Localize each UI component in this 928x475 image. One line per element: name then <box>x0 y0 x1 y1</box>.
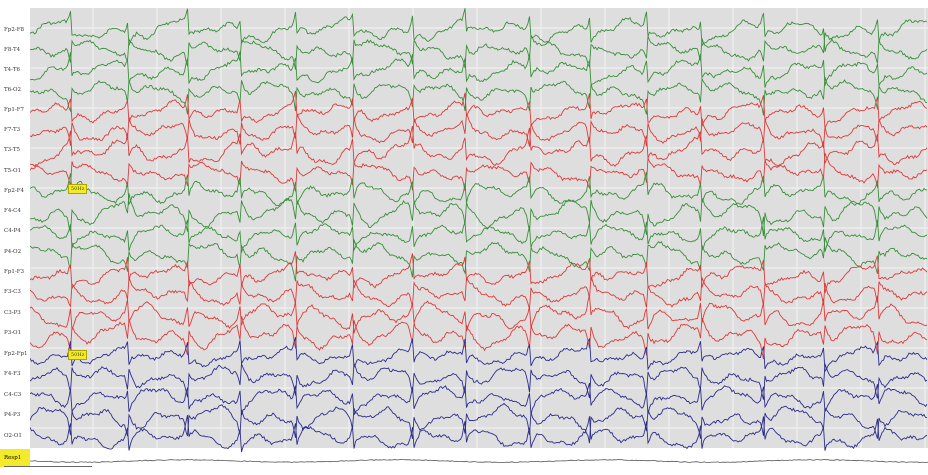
channel-label-f8-t4[interactable]: F8-T4 <box>4 47 21 53</box>
trace-t3-t5 <box>30 125 928 168</box>
channel-label-fp2-f8[interactable]: Fp2-F8 <box>4 27 25 33</box>
trace-p4-o2 <box>30 237 928 282</box>
trace-fp2-f4 <box>30 171 928 207</box>
trace-fp2-fp1 <box>30 337 928 373</box>
trace-t6-o2 <box>30 76 928 116</box>
trace-c4-p4 <box>30 216 928 253</box>
channel-label-p4-p3[interactable]: P4-P3 <box>4 412 21 418</box>
trace-resp1 <box>30 459 928 464</box>
channel-label-o2-o1[interactable]: O2-O1 <box>4 433 22 439</box>
channel-label-c4-p4[interactable]: C4-P4 <box>4 228 21 234</box>
event-marker-1[interactable]: 50Hz <box>68 184 88 194</box>
channel-label-t5-o1[interactable]: T5-O1 <box>4 168 22 174</box>
trace-f4-c4 <box>30 193 928 236</box>
trace-f4-f3 <box>30 363 928 400</box>
channel-label-c3-p3[interactable]: C3-P3 <box>4 310 21 316</box>
trace-c4-c3 <box>30 382 928 416</box>
trace-f8-t4 <box>30 32 928 70</box>
channel-label-fp2-fp1[interactable]: Fp2-Fp1 <box>4 351 28 357</box>
resp-channel-strip <box>30 448 928 475</box>
channel-label-fp1-f3[interactable]: Fp1-F3 <box>4 269 25 275</box>
channel-label-c4-c3[interactable]: C4-C3 <box>4 392 22 398</box>
channel-label-t4-t6[interactable]: T4-T6 <box>4 67 20 73</box>
trace-f7-t3 <box>30 113 928 149</box>
gridlines <box>30 8 928 448</box>
channel-label-fp1-f7[interactable]: Fp1-F7 <box>4 107 25 113</box>
trace-c3-p3 <box>30 295 928 334</box>
channel-label-f4-f3[interactable]: F4-F3 <box>4 371 21 377</box>
scale-bar <box>4 466 92 467</box>
trace-fp1-f3 <box>30 251 928 294</box>
channel-label-t6-o2[interactable]: T6-O2 <box>4 87 22 93</box>
trace-p4-p3 <box>30 402 928 444</box>
channel-label-resp1[interactable]: Resp1 <box>0 449 34 467</box>
channel-label-f3-c3[interactable]: F3-C3 <box>4 289 21 295</box>
trace-o2-o1 <box>30 415 928 453</box>
trace-area[interactable]: 50Hz 50Hz <box>30 8 928 475</box>
trace-t5-o1 <box>30 153 928 192</box>
channel-label-f7-t3[interactable]: F7-T3 <box>4 127 21 133</box>
eeg-waveforms[interactable] <box>30 8 928 475</box>
channel-label-fp2-f4[interactable]: Fp2-F4 <box>4 188 25 194</box>
trace-t4-t6 <box>30 51 928 88</box>
trace-fp1-f7 <box>30 90 928 130</box>
channel-label-f4-c4[interactable]: F4-C4 <box>4 208 21 214</box>
trace-f3-c3 <box>30 276 928 310</box>
channel-label-p4-o2[interactable]: P4-O2 <box>4 249 22 255</box>
trace-fp2-f8 <box>30 8 928 52</box>
channel-label-p3-o1[interactable]: P3-O1 <box>4 330 22 336</box>
event-marker-2[interactable]: 50Hz <box>68 350 88 360</box>
trace-p3-o1 <box>30 315 928 360</box>
channel-label-column: Fp2-F8 F8-T4 T4-T6 T6-O2 Fp1-F7 F7-T3 T3… <box>0 0 34 475</box>
channel-label-t3-t5[interactable]: T3-T5 <box>4 147 20 153</box>
